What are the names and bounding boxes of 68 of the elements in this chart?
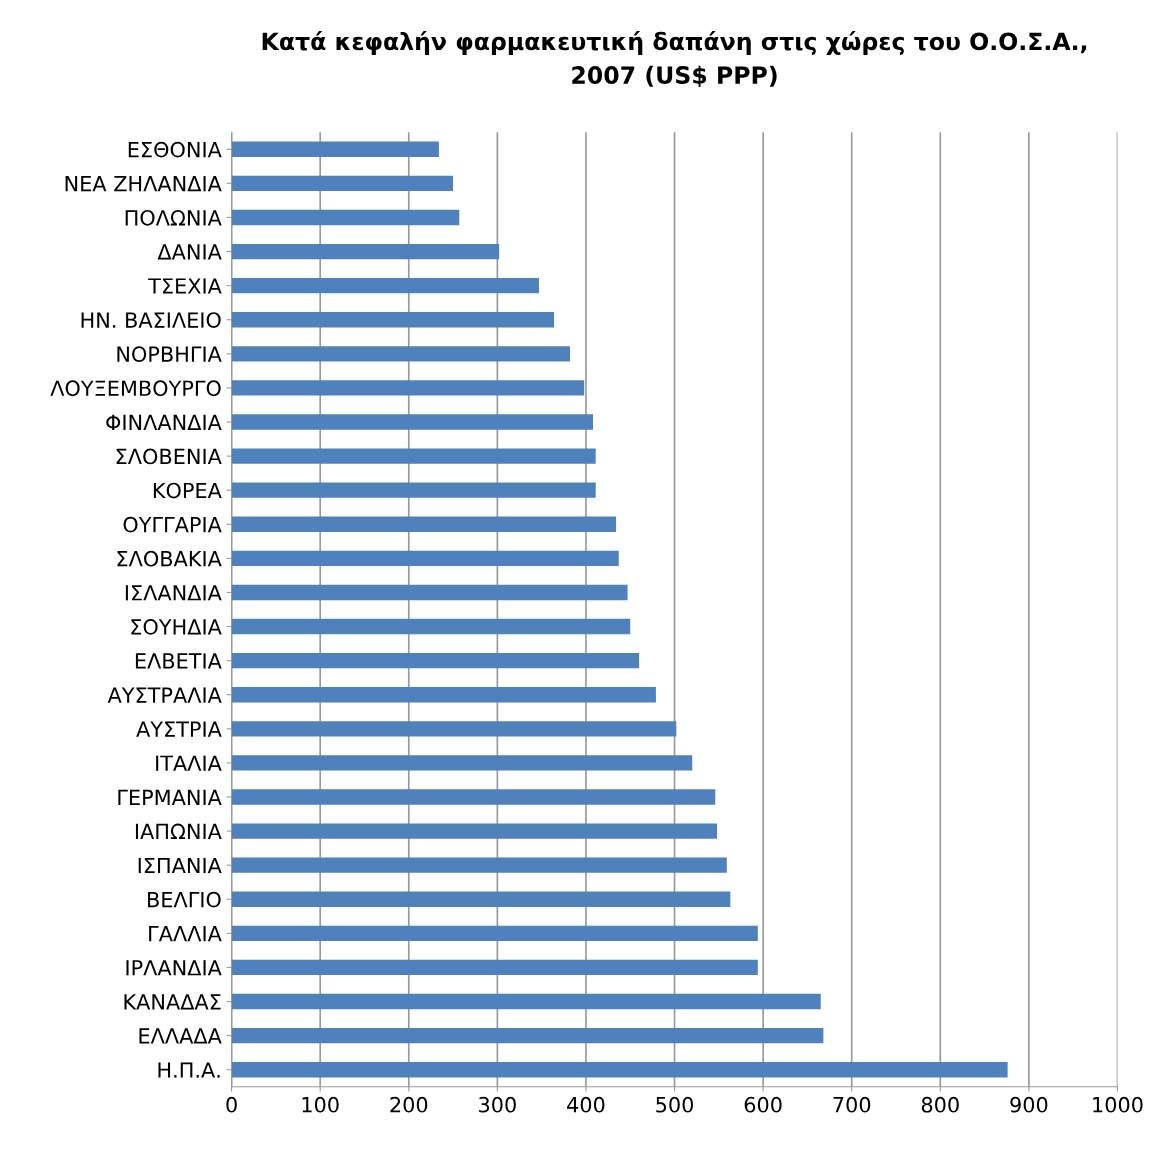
bar	[231, 721, 677, 737]
bar	[231, 1027, 824, 1044]
bar	[231, 243, 500, 260]
y-tick-label: ΣΛΟΒΑΚΙΑ	[117, 550, 222, 567]
bar	[231, 618, 631, 635]
y-tick-label: ΣΛΟΒΕΝΙΑ	[116, 448, 222, 465]
y-tick-label: ΤΣΕΧΙΑ	[148, 278, 222, 294]
x-tick-label: 900	[1010, 1096, 1048, 1113]
y-tick-label: ΓΑΛΛΙΑ	[149, 926, 222, 942]
y-tick-label: ΠΟΛΩΝΙΑ	[125, 209, 222, 226]
y-tick-label: ΕΣΘΟΝΙΑ	[128, 141, 222, 158]
x-tick-label: 600	[744, 1096, 782, 1113]
y-tick-label: ΙΣΠΑΝΙΑ	[138, 857, 222, 874]
bar	[231, 891, 731, 907]
y-tick-label: ΛΟΥΞΕΜΒΟΥΡΓΟ	[50, 380, 221, 397]
bar	[231, 482, 596, 498]
bar	[231, 414, 594, 430]
x-tick-label: 400	[567, 1096, 605, 1113]
x-tick-label: 700	[833, 1096, 871, 1113]
y-tick-label: ΙΡΛΑΝΔΙΑ	[126, 960, 222, 976]
x-tick-label: 300	[479, 1096, 516, 1113]
x-tick-label: 200	[390, 1096, 428, 1113]
y-tick-label: ΔΑΝΙΑ	[157, 244, 222, 260]
y-tick-label: ΕΛΒΕΤΙΑ	[135, 653, 222, 669]
chart-title: Κατά κεφαλήν φαρμακευτική δαπάνη στις χώρες του Ο.Ο.Σ.Α., 2007 (US$ PPP)	[262, 31, 1087, 88]
bar	[231, 823, 718, 839]
y-tick-label: ΙΤΑΛΙΑ	[156, 755, 222, 771]
bar	[231, 516, 617, 532]
bar	[231, 175, 454, 192]
bar	[231, 755, 693, 771]
bar	[231, 141, 439, 157]
bar	[231, 959, 758, 976]
y-tick-label: ΦΙΝΛΑΝΔΙΑ	[106, 414, 222, 430]
bar	[231, 925, 758, 942]
bar	[231, 448, 596, 464]
y-tick-label: ΟΥΓΓΑΡΙΑ	[123, 516, 222, 533]
y-tick-label: ΚΟΡΕΑ	[153, 482, 222, 499]
y-tick-label: ΕΛΛΑΔΑ	[139, 1028, 222, 1044]
x-tick-label: 800	[921, 1096, 959, 1113]
bar	[231, 652, 640, 669]
y-tick-label: ΒΕΛΓΙΟ	[148, 891, 221, 908]
y-tick-label: ΝΕΑ ΖΗΛΑΝΔΙΑ	[65, 176, 222, 192]
bar	[231, 857, 727, 873]
y-tick-label: ΓΕΡΜΑΝΙΑ	[118, 789, 222, 805]
y-tick-label: Η.Π.Α.	[158, 1062, 220, 1078]
x-tick-label: 100	[302, 1096, 339, 1113]
bar	[231, 687, 656, 703]
y-tick-label: ΙΣΛΑΝΔΙΑ	[125, 585, 222, 601]
bar	[231, 584, 628, 601]
y-tick-label: ΑΥΣΤΡΙΑ	[136, 721, 222, 737]
bar	[231, 277, 539, 294]
y-tick-label: ΣΟΥΗΔΙΑ	[131, 619, 222, 635]
bar	[231, 380, 585, 396]
bar	[231, 312, 555, 328]
y-tick-label: ΝΟΡΒΗΓΙΑ	[117, 346, 222, 363]
y-tick-label: ΑΥΣΤΡΑΛΙΑ	[107, 687, 222, 703]
y-tick-label: ΙΑΠΩΝΙΑ	[135, 823, 222, 839]
x-tick-label: 1000	[1093, 1096, 1143, 1113]
bar	[231, 550, 619, 567]
bar	[231, 209, 460, 226]
bar	[231, 789, 716, 805]
x-tick-label: 500	[656, 1096, 694, 1113]
x-tick-label: 0	[226, 1096, 237, 1113]
bar	[231, 993, 821, 1010]
y-tick-label: ΚΑΝΑΔΑΣ	[124, 994, 221, 1010]
bar	[231, 346, 570, 362]
y-tick-label: ΗΝ. ΒΑΣΙΛΕΙΟ	[81, 312, 221, 328]
bar	[231, 1062, 1008, 1078]
